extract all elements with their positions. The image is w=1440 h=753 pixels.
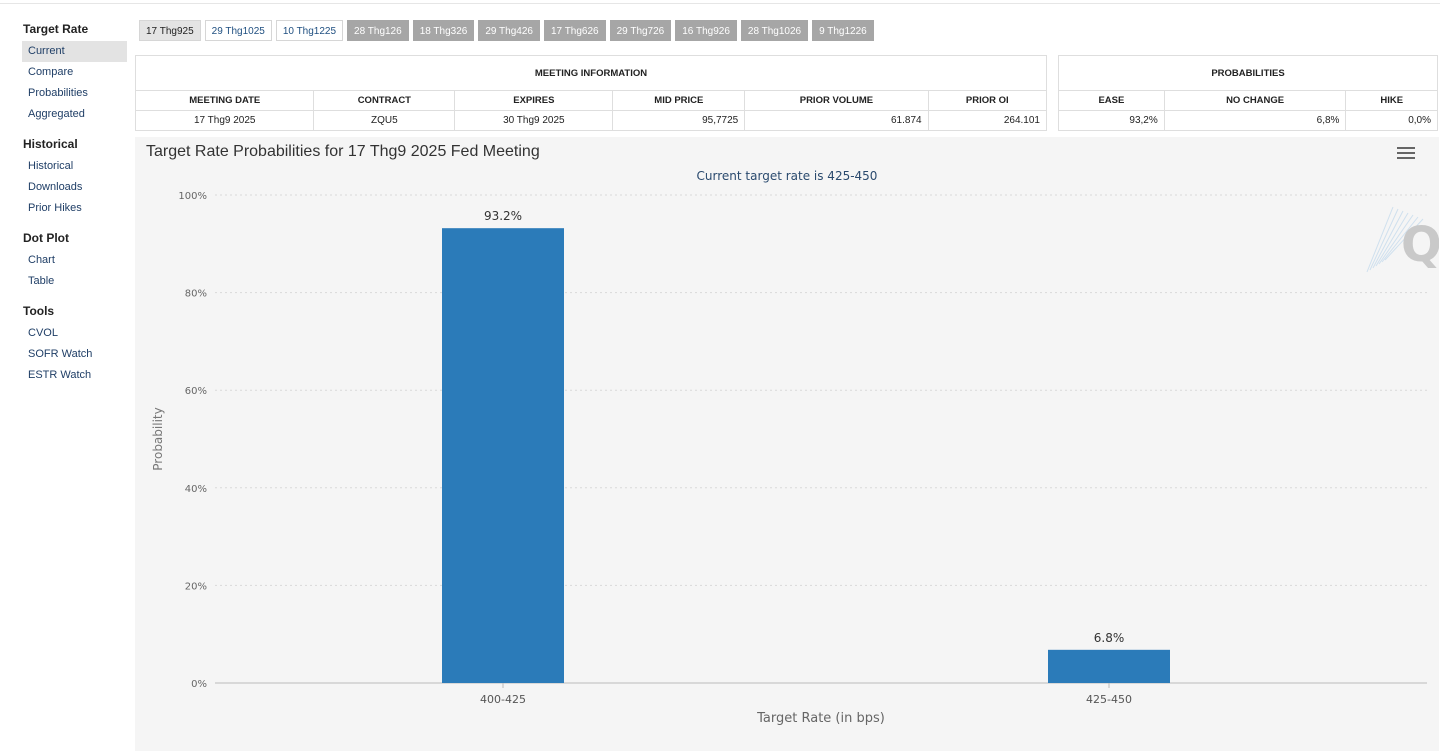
- y-tick-label: 0%: [191, 679, 207, 690]
- y-tick-label: 40%: [185, 484, 207, 495]
- watermark-stroke: [1375, 212, 1409, 267]
- watermark-stroke: [1369, 208, 1399, 271]
- column-header: NO CHANGE: [1163, 90, 1347, 111]
- watermark-stroke: [1384, 218, 1424, 261]
- sidebar-item-downloads[interactable]: Downloads: [28, 181, 83, 193]
- sidebar-item-probabilities[interactable]: Probabilities: [28, 87, 88, 99]
- sidebar-heading: Tools: [23, 304, 55, 318]
- table-cell: 30 Thg9 2025: [454, 110, 614, 131]
- watermark-stroke: [1366, 206, 1394, 273]
- column-header: CONTRACT: [313, 90, 456, 111]
- probabilities-table: PROBABILITIES EASE NO CHANGE HIKE 93,2% 6,8…: [1058, 55, 1438, 131]
- date-tab[interactable]: 29 Thg726: [609, 20, 672, 41]
- data-label: 6.8%: [1094, 631, 1125, 645]
- column-header: PRIOR VOLUME: [744, 90, 929, 111]
- top-divider: [0, 0, 1440, 4]
- watermark-stroke: [1372, 210, 1404, 269]
- y-axis-title: Probability: [151, 407, 165, 470]
- watermark-stroke: [1381, 216, 1419, 263]
- sidebar-item-sofr-watch[interactable]: SOFR Watch: [28, 348, 93, 360]
- sidebar-item-aggregated[interactable]: Aggregated: [28, 108, 85, 120]
- watermark-stroke: [1378, 214, 1414, 265]
- sidebar-item-estr-watch[interactable]: ESTR Watch: [28, 369, 92, 381]
- x-tick-label: 400-425: [480, 693, 526, 706]
- table-cell: 61.874: [744, 110, 929, 131]
- x-axis-title: Target Rate (in bps): [756, 711, 885, 726]
- table-cell: 93,2%: [1058, 110, 1165, 131]
- sidebar-heading: Historical: [23, 137, 78, 151]
- table-cell: 95,7725: [612, 110, 746, 131]
- sidebar-item-compare[interactable]: Compare: [28, 66, 74, 78]
- meeting-information-table: MEETING INFORMATION MEETING DATE CONTRACT…: [134, 55, 1048, 131]
- column-header: HIKE: [1345, 90, 1438, 111]
- sidebar: Target Rate Current Compare Probabilities Ag…: [22, 18, 127, 386]
- bar-chart: Current target rate is 425-450 0% 20% 40% 60…: [151, 169, 1439, 726]
- data-label: 93.2%: [484, 209, 522, 223]
- table-cell: 17 Thg9 2025: [134, 110, 315, 131]
- sidebar-item-current[interactable]: Current: [22, 41, 127, 62]
- y-tick-label: 80%: [185, 289, 207, 300]
- sidebar-item-chart[interactable]: Chart: [28, 254, 55, 266]
- date-tab[interactable]: 17 Thg626: [543, 20, 606, 41]
- date-tab[interactable]: 9 Thg1226: [812, 20, 874, 41]
- watermark-letter: Q: [1401, 217, 1439, 273]
- bar: [442, 228, 564, 683]
- y-tick-label: 100%: [178, 191, 207, 202]
- date-tab[interactable]: 29 Thg426: [478, 20, 540, 41]
- sidebar-heading: Target Rate: [23, 22, 89, 36]
- date-tab[interactable]: 10 Thg1225: [275, 20, 344, 41]
- date-tab[interactable]: 29 Thg1025: [204, 20, 272, 41]
- column-header: PRIOR OI: [927, 90, 1048, 111]
- chart-panel: Target Rate Probabilities for 17 Thg9 20…: [135, 137, 1439, 751]
- date-tab[interactable]: 28 Thg1026: [740, 20, 809, 41]
- table-caption: PROBABILITIES: [1058, 55, 1438, 91]
- column-header: EXPIRES: [454, 90, 614, 111]
- table-cell: ZQU5: [313, 110, 456, 131]
- chart-subtitle: Current target rate is 425-450: [697, 169, 878, 183]
- sidebar-item-cvol[interactable]: CVOL: [28, 327, 58, 339]
- x-tick-label: 425-450: [1086, 693, 1132, 706]
- sidebar-spacer: [22, 125, 127, 133]
- sidebar-spacer: [22, 219, 127, 227]
- table-cell: 0,0%: [1345, 110, 1438, 131]
- date-tab[interactable]: 16 Thg926: [675, 20, 737, 41]
- column-header: MID PRICE: [612, 90, 746, 111]
- column-header: MEETING DATE: [134, 90, 315, 111]
- watermark-logo-icon: Q: [1366, 206, 1439, 273]
- table-cell: 6,8%: [1163, 110, 1347, 131]
- sidebar-item-prior-hikes[interactable]: Prior Hikes: [28, 202, 82, 214]
- column-header: EASE: [1058, 90, 1165, 111]
- date-tab[interactable]: 18 Thg326: [412, 20, 475, 41]
- table-caption: MEETING INFORMATION: [135, 55, 1047, 91]
- date-tab[interactable]: 17 Thg925: [139, 20, 201, 41]
- y-tick-label: 20%: [185, 581, 207, 592]
- sidebar-item-table[interactable]: Table: [28, 275, 55, 287]
- bar: [1048, 649, 1170, 683]
- sidebar-item-historical[interactable]: Historical: [28, 160, 74, 172]
- sidebar-spacer: [22, 292, 127, 300]
- date-tab[interactable]: 28 Thg126: [347, 20, 409, 41]
- chart-title: Target Rate Probabilities for 17 Thg9 20…: [146, 143, 540, 160]
- sidebar-heading: Dot Plot: [23, 231, 69, 245]
- hamburger-menu-icon[interactable]: [1397, 147, 1415, 161]
- y-tick-label: 60%: [185, 386, 207, 397]
- table-cell: 264.101: [927, 110, 1048, 131]
- meeting-date-tabs: 17 Thg925 29 Thg1025 10 Thg1225 28 Thg126 18…: [139, 20, 874, 41]
